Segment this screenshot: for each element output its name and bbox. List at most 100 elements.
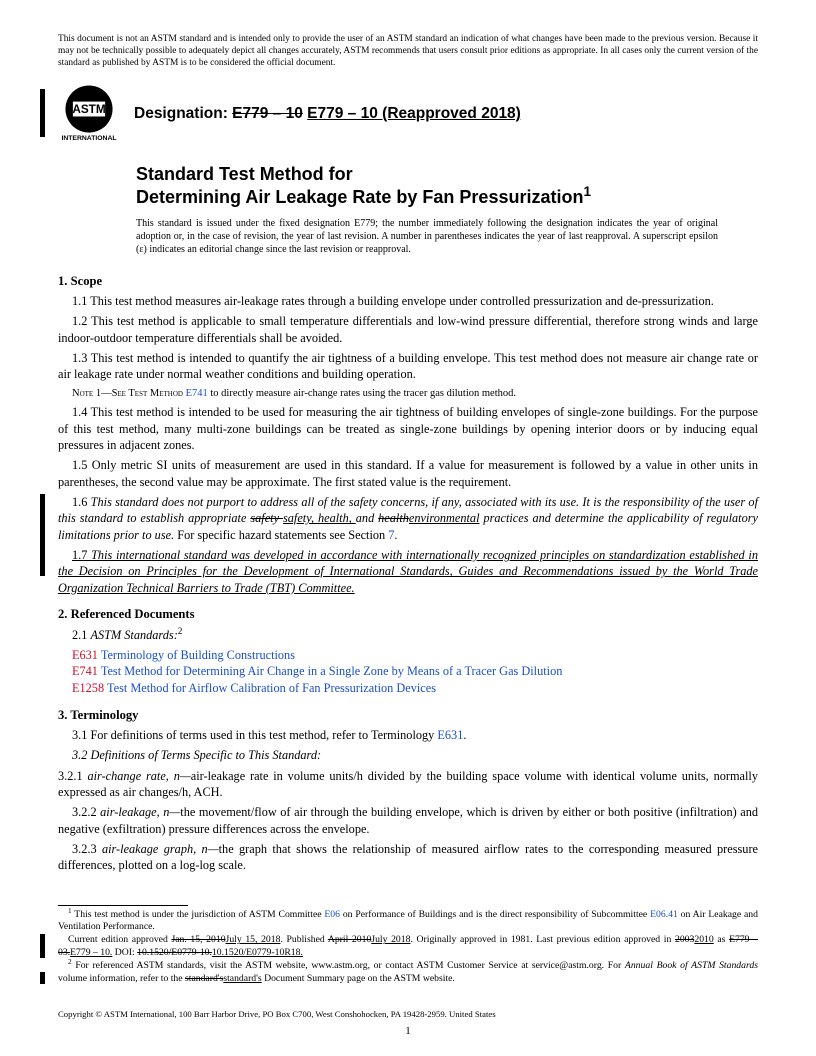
para-1-4: 1.4 This test method is intended to be u… <box>58 404 758 453</box>
terminology-head: 3. Terminology <box>58 707 758 723</box>
para-1-6: 1.6 This standard does not purport to ad… <box>58 494 758 543</box>
term-link[interactable]: E631 <box>437 728 463 742</box>
t: as <box>714 934 729 945</box>
title-sup: 1 <box>583 184 591 199</box>
t: For specific hazard statements see Secti… <box>174 528 388 542</box>
page-number: 1 <box>0 1024 816 1038</box>
t: 1.7 <box>72 548 91 562</box>
term: air-leakage graph, n— <box>102 842 219 856</box>
t: environmental <box>409 511 480 525</box>
ref-code[interactable]: E741 <box>72 664 98 678</box>
t: volume information, refer to the <box>58 973 185 984</box>
term: air-leakage, n— <box>100 805 180 819</box>
title-prefix: Standard Test Method for <box>136 163 758 186</box>
change-bar <box>40 972 45 984</box>
term: air-change rate, n— <box>87 769 190 783</box>
t: 2.1 <box>72 628 90 642</box>
para-1-2: 1.2 This test method is applicable to sm… <box>58 313 758 346</box>
para-3-1: 3.1 For definitions of terms used in thi… <box>58 727 758 743</box>
t: ASTM Standards: <box>90 628 177 642</box>
t: This international standard was develope… <box>58 548 758 595</box>
issuance-note: This standard is issued under the fixed … <box>136 218 718 256</box>
svg-text:ASTM: ASTM <box>72 103 106 116</box>
change-bar <box>40 89 45 137</box>
t: 10.1520/E0779-10. <box>137 947 212 958</box>
para-3-2: 3.2 Definitions of Terms Specific to Thi… <box>58 747 758 763</box>
t: E779 – 10. <box>70 947 112 958</box>
t: For referenced ASTM standards, visit the… <box>72 960 625 971</box>
t: Document Summary page on the ASTM websit… <box>262 973 455 984</box>
section-link[interactable]: 7 <box>388 528 394 542</box>
para-2-1: 2.1 ASTM Standards:2 <box>58 627 758 643</box>
ref-title[interactable]: Test Method for Determining Air Change i… <box>98 664 562 678</box>
note-1: Note 1—See Test Method E741 to directly … <box>58 387 758 401</box>
copyright: Copyright © ASTM International, 100 Barr… <box>58 1009 758 1020</box>
t: This test method is under the jurisdicti… <box>72 909 325 920</box>
subcommittee-link[interactable]: E06.41 <box>650 909 678 920</box>
footnote-2: 2 For referenced ASTM standards, visit t… <box>58 960 758 985</box>
note-link[interactable]: E741 <box>186 388 208 399</box>
ref-title[interactable]: Terminology of Building Constructions <box>98 648 295 662</box>
t: 2 <box>178 625 183 635</box>
change-bar <box>40 934 45 958</box>
para-1-1: 1.1 This test method measures air-leakag… <box>58 293 758 309</box>
t: health <box>378 511 409 525</box>
para-3-2-1: 3.2.1 air-change rate, n—air-leakage rat… <box>58 768 758 801</box>
para-1-5: 1.5 Only metric SI units of measurement … <box>58 457 758 490</box>
t: April 2010 <box>328 934 371 945</box>
header-row: ASTM INTERNATIONAL Designation: E779 – 1… <box>58 83 758 145</box>
refdoc-head: 2. Referenced Documents <box>58 606 758 622</box>
change-bar <box>40 494 45 576</box>
t: 10.1520/E0779-10R18. <box>212 947 303 958</box>
note-lead: Note 1—See Test Method <box>72 388 186 399</box>
title-block: Standard Test Method for Determining Air… <box>136 163 758 208</box>
t: 3.2.1 <box>58 769 87 783</box>
ref-e1258: E1258 Test Method for Airflow Calibratio… <box>72 680 758 697</box>
designation: Designation: E779 – 10 E779 – 10 (Reappr… <box>134 104 521 124</box>
t: 1.6 <box>72 495 91 509</box>
committee-link[interactable]: E06 <box>324 909 340 920</box>
t: . Published <box>280 934 327 945</box>
footnotes: 1 This test method is under the jurisdic… <box>58 905 758 986</box>
t: standard's <box>185 973 223 984</box>
t: DOI: <box>112 947 137 958</box>
footnote-1-edition: Current edition approved Jan. 15, 2010Ju… <box>58 934 758 959</box>
footnote-rule <box>58 905 188 906</box>
para-1-3: 1.3 This test method is intended to quan… <box>58 350 758 383</box>
page: This document is not an ASTM standard an… <box>0 0 816 1056</box>
t: safety, health, <box>283 511 356 525</box>
footnote-1: 1 This test method is under the jurisdic… <box>58 909 758 934</box>
title-main: Determining Air Leakage Rate by Fan Pres… <box>136 186 758 209</box>
t: safety <box>250 511 283 525</box>
svg-text:INTERNATIONAL: INTERNATIONAL <box>61 135 116 142</box>
t: 3.2.3 <box>72 842 102 856</box>
ref-code[interactable]: E1258 <box>72 681 104 695</box>
designation-new: E779 – 10 (Reapproved 2018) <box>307 105 521 122</box>
designation-label: Designation: <box>134 105 232 122</box>
t: July 2018 <box>371 934 410 945</box>
para-3-2-2: 3.2.2 air-leakage, n—the movement/flow o… <box>58 804 758 837</box>
astm-logo: ASTM INTERNATIONAL <box>58 83 120 145</box>
top-disclaimer: This document is not an ASTM standard an… <box>58 34 758 69</box>
t: and <box>356 511 378 525</box>
t: Current edition approved <box>68 934 171 945</box>
note-tail: to directly measure air-change rates usi… <box>208 388 516 399</box>
t: Jan. 15, 2010 <box>171 934 225 945</box>
t: . Originally approved in 1981. Last prev… <box>410 934 675 945</box>
t: on Performance of Buildings and is the d… <box>340 909 650 920</box>
t: Annual Book of ASTM Standards <box>625 960 758 971</box>
ref-title[interactable]: Test Method for Airflow Calibration of F… <box>104 681 436 695</box>
title-text: Determining Air Leakage Rate by Fan Pres… <box>136 187 583 207</box>
para-3-2-3: 3.2.3 air-leakage graph, n—the graph tha… <box>58 841 758 874</box>
t: July 15, 2018 <box>226 934 281 945</box>
t: standard's <box>223 973 261 984</box>
ref-e631: E631 Terminology of Building Constructio… <box>72 647 758 664</box>
t: 2003 <box>675 934 694 945</box>
ref-e741: E741 Test Method for Determining Air Cha… <box>72 663 758 680</box>
designation-old: E779 – 10 <box>232 105 303 122</box>
t: 2010 <box>694 934 713 945</box>
t: 3.1 For definitions of terms used in thi… <box>72 728 437 742</box>
scope-head: 1. Scope <box>58 273 758 289</box>
ref-code[interactable]: E631 <box>72 648 98 662</box>
para-1-7: 1.7 This international standard was deve… <box>58 547 758 596</box>
